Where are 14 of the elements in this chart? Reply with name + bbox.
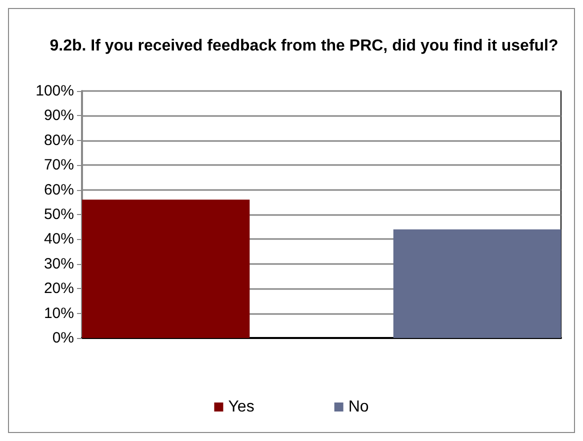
y-tick-label: 20% xyxy=(44,280,74,298)
y-tick-label: 80% xyxy=(44,132,74,149)
y-tick-label: 40% xyxy=(44,230,74,248)
y-tick-label: 100% xyxy=(36,82,74,100)
legend-label: Yes xyxy=(228,398,254,416)
y-tick-label: 50% xyxy=(44,206,74,223)
y-tick-label: 60% xyxy=(44,181,74,198)
y-tick-label: 90% xyxy=(44,107,74,124)
y-tick-label: 10% xyxy=(44,304,74,322)
chart-title: 9.2b. If you received feedback from the PRC, did you find it useful? xyxy=(50,38,558,54)
legend-label: No xyxy=(348,398,369,416)
y-tick-label: 70% xyxy=(44,156,74,174)
y-tick-label: 30% xyxy=(44,255,74,272)
y-tick-label: 0% xyxy=(52,330,74,346)
